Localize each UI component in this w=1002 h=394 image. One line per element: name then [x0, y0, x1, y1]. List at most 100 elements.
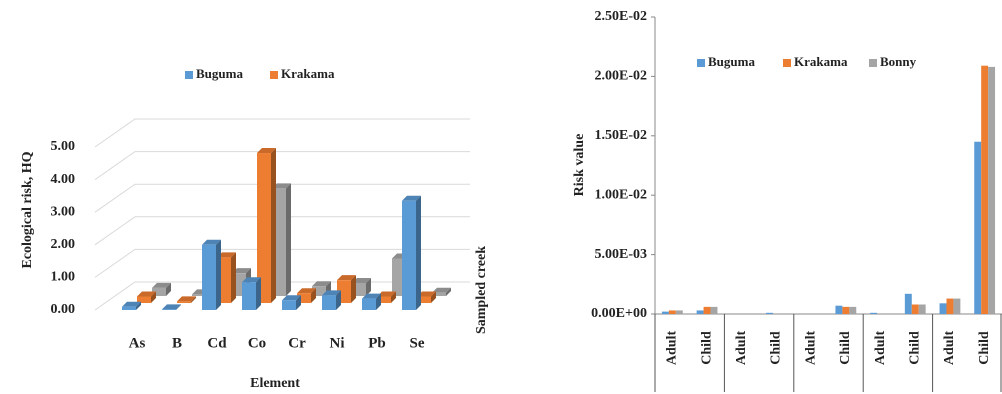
bar-top [432, 287, 451, 293]
bar-side [176, 304, 181, 310]
x-tick-label: Cd [207, 335, 227, 351]
legend-swatch [185, 71, 193, 79]
bar [946, 298, 954, 314]
bar [432, 292, 446, 296]
bar [661, 311, 669, 314]
bar [766, 312, 773, 314]
grid-line [94, 183, 470, 213]
bar-top [137, 291, 156, 297]
bar [870, 312, 878, 314]
legend-swatch [270, 71, 278, 79]
bar-top [402, 195, 421, 201]
bar [953, 298, 961, 314]
y-tick-label: 0.00E+00 [591, 306, 647, 321]
legend-swatch [697, 59, 705, 67]
bar-top [122, 301, 141, 307]
bar [312, 286, 326, 296]
bar-top [352, 277, 371, 283]
bar [904, 293, 912, 314]
bar [842, 306, 850, 314]
bar [192, 294, 206, 296]
x-tick-label: Adult [665, 331, 680, 366]
bar [918, 304, 926, 314]
bar-side [151, 291, 156, 303]
bar-side [256, 277, 261, 310]
grid-line [94, 151, 470, 181]
bar-side [136, 301, 141, 310]
bar-top [362, 293, 381, 299]
bar [703, 306, 711, 314]
x-tick-label: B [172, 335, 182, 351]
bar [257, 153, 271, 303]
bar-side [231, 252, 236, 303]
legend-label: Krakama [794, 54, 848, 69]
bar-side [191, 296, 196, 303]
y-tick-label: 0.00 [51, 302, 76, 317]
bar-side [446, 287, 451, 296]
bar-side [431, 291, 436, 303]
y-tick-label: 2.50E-02 [595, 9, 648, 24]
x-tick-label: Adult [734, 331, 749, 366]
bar-top [377, 291, 396, 297]
x-tick-label: Child [977, 331, 992, 365]
legend-label: Bonny [880, 54, 917, 69]
bar-side [391, 291, 396, 303]
bar [242, 282, 256, 310]
bar [362, 298, 376, 310]
bar [202, 244, 216, 310]
bar [911, 304, 919, 314]
x-tick-label: As [129, 335, 146, 351]
bar [696, 310, 704, 314]
bar [282, 300, 296, 310]
y-axis-title: Risk value [572, 134, 587, 197]
y-tick-label: 5.00 [51, 139, 76, 154]
bar [675, 310, 683, 314]
bar [152, 287, 166, 296]
bar-top [152, 282, 171, 288]
bar-side [286, 183, 291, 296]
grid-line [94, 216, 470, 246]
x-tick-label: Se [410, 335, 425, 351]
legend-label: Buguma [708, 54, 755, 69]
x-tick-label: Child [907, 331, 922, 365]
grid-line [94, 118, 470, 148]
bar-top [217, 252, 236, 258]
bar [377, 296, 391, 303]
bar-top [282, 295, 301, 301]
bar-side [366, 277, 371, 296]
bar-top [322, 290, 341, 296]
bar [297, 293, 311, 303]
x-tick-label: Adult [803, 331, 818, 366]
bar [122, 306, 136, 310]
x-tick-label: Ni [330, 335, 345, 351]
bar-top [232, 268, 251, 274]
legend-swatch [783, 59, 791, 67]
bar-top [272, 183, 291, 189]
x-tick-label: Pb [368, 335, 386, 351]
bar-side [296, 295, 301, 310]
y-tick-label: 4.00 [51, 172, 76, 187]
bar-side [336, 290, 341, 310]
x-tick-label: Adult [942, 331, 957, 366]
bar-side [166, 282, 171, 296]
legend-swatch [869, 59, 877, 67]
bar-top [177, 296, 196, 302]
bar-side [351, 275, 356, 303]
bar-side [311, 288, 316, 303]
bar [849, 306, 857, 314]
bar-top [297, 288, 316, 294]
legend-label: Krakama [281, 66, 335, 81]
z-axis-title: Sampled creek [474, 246, 489, 334]
legend-label: Buguma [196, 66, 243, 81]
y-tick-label: 1.00E-02 [595, 187, 648, 202]
bar [137, 296, 151, 303]
bar [162, 309, 176, 310]
y-tick-label: 2.00 [51, 237, 76, 252]
bar [402, 200, 416, 310]
bar-top [242, 277, 261, 283]
bar [835, 305, 843, 314]
x-tick-label: Child [769, 331, 784, 365]
y-axis-title: Ecological risk, HQ [20, 151, 35, 268]
bar-top [202, 239, 221, 245]
